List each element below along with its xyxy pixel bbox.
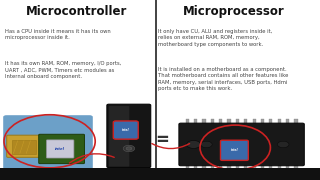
FancyBboxPatch shape [46, 140, 74, 158]
Bar [294, 164, 298, 170]
Bar [186, 119, 189, 125]
Bar [202, 119, 205, 125]
Bar [244, 119, 247, 125]
Bar [261, 119, 264, 125]
Bar [228, 164, 231, 170]
Circle shape [277, 141, 289, 148]
Bar [294, 119, 298, 125]
Bar [286, 164, 289, 170]
Bar [228, 119, 231, 125]
Bar [244, 164, 247, 170]
Bar [0, 168, 320, 180]
Text: Microprocessor: Microprocessor [183, 5, 284, 18]
Bar [219, 164, 222, 170]
FancyBboxPatch shape [39, 134, 84, 164]
Text: intel: intel [55, 147, 65, 151]
Bar [211, 164, 214, 170]
FancyBboxPatch shape [3, 115, 93, 169]
Bar [252, 119, 256, 125]
Text: Has a CPU inside it means it has its own
microprocessor inside it.: Has a CPU inside it means it has its own… [5, 29, 110, 40]
Bar [269, 164, 273, 170]
Bar [194, 119, 197, 125]
Bar [252, 164, 256, 170]
FancyBboxPatch shape [109, 106, 129, 166]
Bar [12, 140, 36, 154]
Bar [194, 164, 197, 170]
Bar [211, 119, 214, 125]
FancyBboxPatch shape [179, 123, 304, 166]
Bar [236, 119, 239, 125]
Bar [219, 119, 222, 125]
FancyBboxPatch shape [107, 104, 151, 168]
Circle shape [201, 141, 212, 148]
Text: It has its own RAM, ROM, memory, I/O ports,
UART , ADC, PWM, Timers etc modules : It has its own RAM, ROM, memory, I/O por… [5, 61, 121, 79]
Circle shape [123, 145, 135, 152]
FancyBboxPatch shape [220, 140, 248, 160]
Bar [261, 164, 264, 170]
Bar [278, 164, 281, 170]
Bar [278, 119, 281, 125]
Text: It is installed on a motherboard as a component.
That motherboard contains all o: It is installed on a motherboard as a co… [158, 67, 289, 91]
Bar [202, 164, 205, 170]
Circle shape [126, 147, 132, 150]
Bar [269, 119, 273, 125]
Circle shape [187, 140, 201, 148]
Text: intel: intel [122, 128, 130, 132]
Bar [286, 119, 289, 125]
FancyBboxPatch shape [113, 121, 138, 139]
Text: It only have CU, ALU and registers inside it,
relies on external RAM, ROM, memor: It only have CU, ALU and registers insid… [158, 29, 273, 47]
Text: intel: intel [231, 148, 238, 152]
FancyBboxPatch shape [7, 135, 44, 157]
Bar [236, 164, 239, 170]
Bar [186, 164, 189, 170]
Text: Microcontroller: Microcontroller [26, 5, 127, 18]
Text: =: = [156, 130, 170, 148]
